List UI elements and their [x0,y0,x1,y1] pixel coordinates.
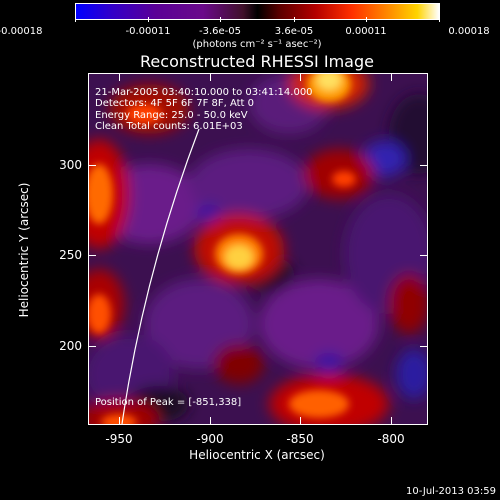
x-tick-label: -850 [286,432,314,446]
x-tick-label: -800 [377,432,405,446]
info-detectors: Detectors: 4F 5F 6F 7F 8F, Att 0 [95,98,255,109]
colorbar-tick-label-3: -3.6e-05 [199,26,241,37]
colorbar-tick-label-2: -0.00011 [125,26,171,37]
x-axis-title: Heliocentric X (arcsec) [189,448,325,462]
x-tick-mark [391,417,392,425]
rhessi-image [88,73,428,425]
info-clean-counts: Clean Total counts: 6.01E+03 [95,121,243,132]
x-tick-label: -900 [196,432,224,446]
colorbar-tick-mark [148,17,149,22]
y-tick-mark [420,165,428,166]
y-tick-mark [420,346,428,347]
x-tick-mark [300,417,301,425]
info-peak-position: Position of Peak = [-851,338] [95,397,242,408]
x-tick-mark [391,73,392,81]
x-tick-mark [210,417,211,425]
x-tick-label: -950 [105,432,133,446]
colorbar-tick-label-6: 0.00018 [448,26,490,37]
colorbar-tick-label-4: 3.6e-05 [274,26,314,37]
colorbar-units: (photons cm⁻² s⁻¹ asec⁻²) [192,39,322,50]
y-tick-label: 300 [59,158,82,172]
y-tick-mark [420,255,428,256]
info-time-range: 21-Mar-2005 03:40:10.000 to 03:41:14.000 [95,87,313,98]
plot-title: Reconstructed RHESSI Image [140,52,374,71]
x-tick-mark [119,73,120,81]
colorbar-tick-mark [439,17,440,22]
colorbar-tick-mark [220,17,221,22]
info-energy-range: Energy Range: 25.0 - 50.0 keV [95,110,248,121]
colorbar-tick-mark [75,17,76,22]
colorbar [75,3,440,20]
x-tick-mark [119,417,120,425]
generation-timestamp: 10-Jul-2013 03:59 [405,486,496,497]
colorbar-tick-mark [294,17,295,22]
y-axis-title: Heliocentric Y (arcsec) [17,182,31,318]
y-tick-label: 250 [59,248,82,262]
y-tick-mark [88,255,96,256]
colorbar-tick-label-1: -0.00018 [0,26,43,37]
colorbar-tick-label-5: 0.00011 [345,26,387,37]
x-tick-mark [210,73,211,81]
y-tick-mark [88,165,96,166]
y-tick-mark [88,346,96,347]
colorbar-tick-mark [366,17,367,22]
y-tick-label: 200 [59,339,82,353]
rhessi-image-raster [89,74,427,424]
x-tick-mark [300,73,301,81]
